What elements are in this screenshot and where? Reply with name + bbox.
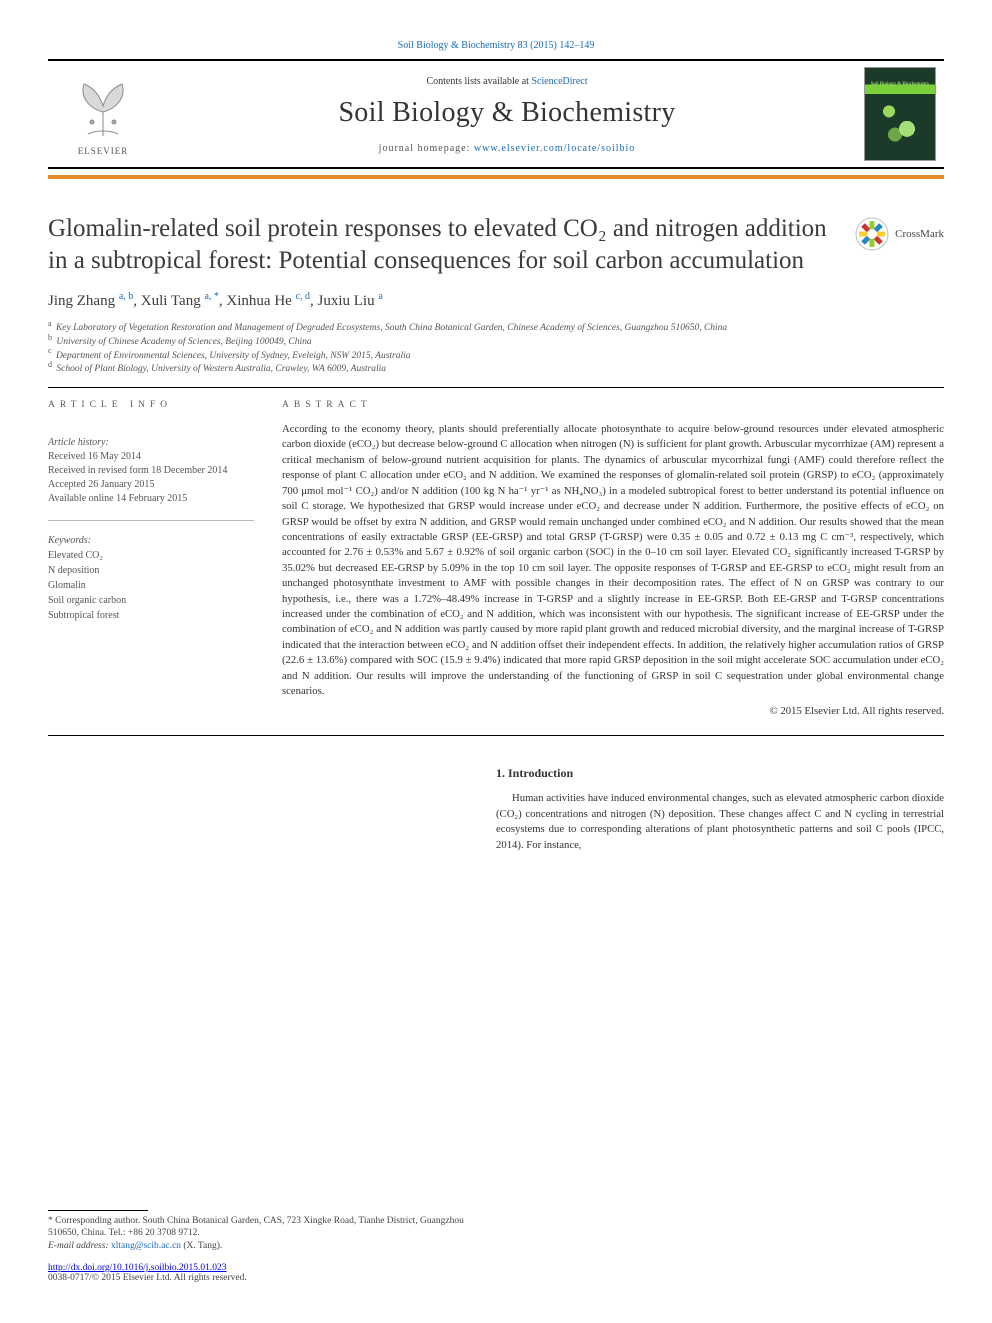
journal-name: Soil Biology & Biochemistry — [158, 97, 856, 129]
abstract-body: According to the economy theory, plants … — [282, 422, 944, 699]
affiliations: a Key Laboratory of Vegetation Restorati… — [48, 322, 944, 377]
crossmark-badge[interactable]: CrossMark — [855, 217, 944, 251]
homepage-link[interactable]: www.elsevier.com/locate/soilbio — [474, 143, 635, 154]
footnote-block: * Corresponding author. South China Bota… — [48, 1210, 478, 1283]
cover-label: Soil Biology & Biochemistry — [869, 82, 931, 88]
keywords-label: Keywords: — [48, 535, 254, 546]
crossmark-label: CrossMark — [895, 228, 944, 240]
email-link[interactable]: xltang@scib.ac.cn — [111, 1241, 181, 1251]
section-rule-top — [48, 387, 944, 388]
history-received: Received 16 May 2014 — [48, 450, 254, 464]
publisher-name: ELSEVIER — [52, 146, 154, 156]
orange-rule — [48, 175, 944, 179]
abstract-copyright: © 2015 Elsevier Ltd. All rights reserved… — [282, 705, 944, 717]
history-online: Available online 14 February 2015 — [48, 492, 254, 506]
section-rule-bottom — [48, 735, 944, 736]
top-citation: Soil Biology & Biochemistry 83 (2015) 14… — [48, 40, 944, 51]
contents-text: Contents lists available at — [426, 76, 531, 87]
history-accepted: Accepted 26 January 2015 — [48, 478, 254, 492]
article-history: Article history: Received 16 May 2014 Re… — [48, 436, 254, 506]
authors-line: Jing Zhang a, b, Xuli Tang a, *, Xinhua … — [48, 293, 944, 310]
journal-header: ELSEVIER Contents lists available at Sci… — [48, 59, 944, 169]
intro-heading: 1. Introduction — [496, 766, 944, 781]
article-info-head: ARTICLE INFO — [48, 400, 254, 410]
homepage-prefix: journal homepage: — [379, 143, 474, 154]
journal-cover-thumb: Soil Biology & Biochemistry — [864, 67, 936, 161]
sciencedirect-link[interactable]: ScienceDirect — [531, 76, 587, 87]
corresponding-author: * Corresponding author. South China Bota… — [48, 1215, 478, 1241]
doi-link[interactable]: http://dx.doi.org/10.1016/j.soilbio.2015… — [48, 1263, 227, 1273]
article-title: Glomalin-related soil protein responses … — [48, 213, 839, 277]
publisher-logo-block: ELSEVIER — [48, 61, 158, 167]
intro-body: Human activities have induced environmen… — [496, 791, 944, 853]
keywords-list: Elevated CO₂N depositionGlomalinSoil org… — [48, 548, 254, 623]
contents-line: Contents lists available at ScienceDirec… — [158, 76, 856, 87]
history-label: Article history: — [48, 436, 254, 450]
cover-thumb-wrap: Soil Biology & Biochemistry — [856, 61, 944, 167]
elsevier-tree-icon — [68, 72, 138, 142]
introduction-section: 1. Introduction Human activities have in… — [496, 766, 944, 853]
history-revised: Received in revised form 18 December 201… — [48, 464, 254, 478]
homepage-line: journal homepage: www.elsevier.com/locat… — [158, 143, 856, 154]
issn-copyright: 0038-0717/© 2015 Elsevier Ltd. All right… — [48, 1273, 478, 1283]
footnote-rule — [48, 1210, 148, 1211]
email-paren: (X. Tang). — [181, 1241, 222, 1251]
crossmark-icon — [855, 217, 889, 251]
email-label: E-mail address: — [48, 1241, 111, 1251]
abstract-head: ABSTRACT — [282, 400, 944, 410]
header-middle: Contents lists available at ScienceDirec… — [158, 61, 856, 167]
email-line: E-mail address: xltang@scib.ac.cn (X. Ta… — [48, 1240, 478, 1253]
